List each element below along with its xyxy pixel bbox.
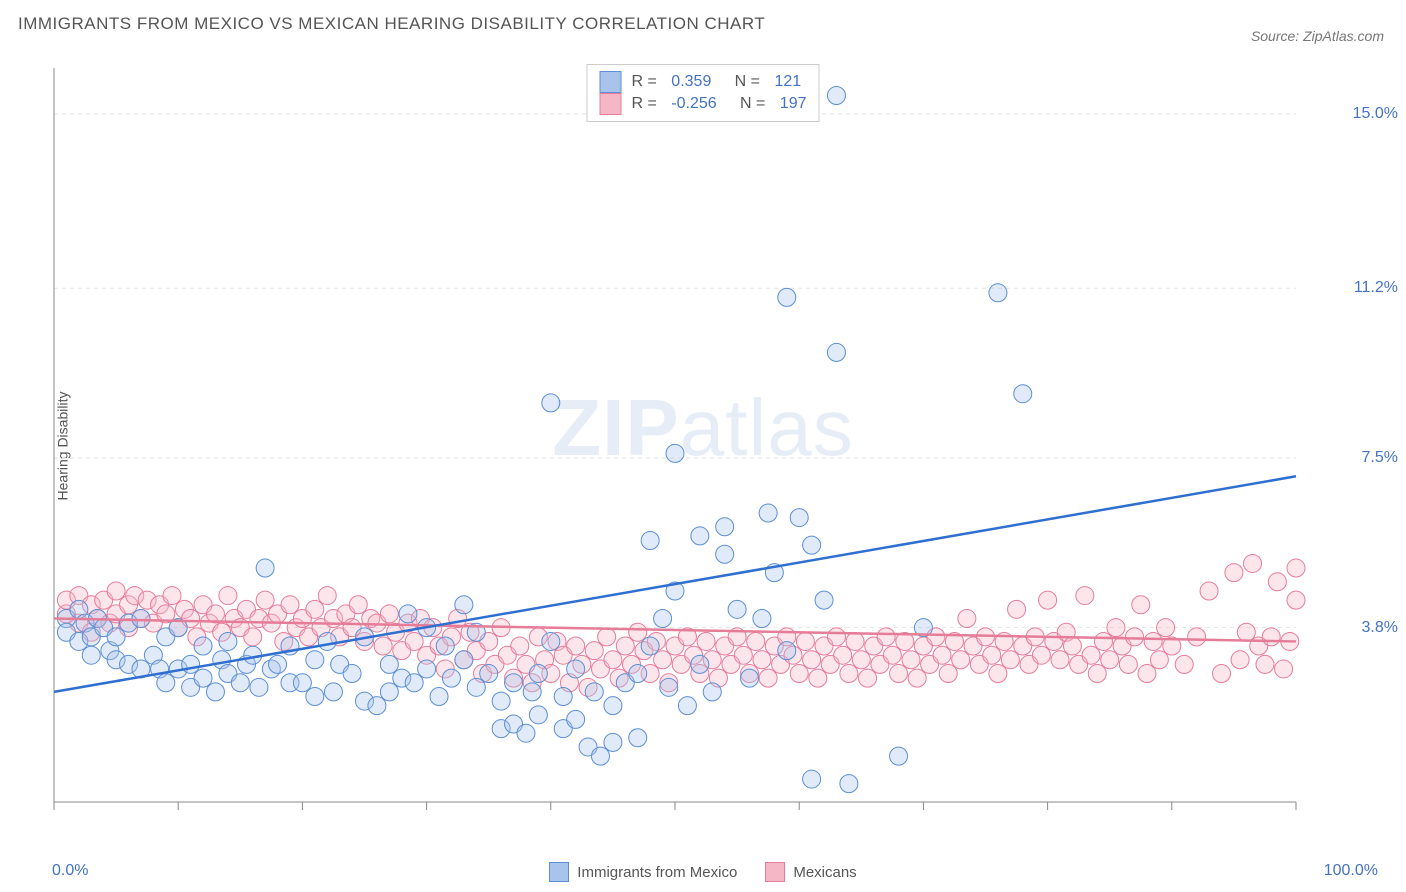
legend-r-value: 0.359 bbox=[671, 73, 711, 91]
scatter-chart-svg bbox=[48, 62, 1346, 830]
series-legend: Immigrants from Mexico Mexicans bbox=[0, 862, 1406, 882]
legend-item-label: Mexicans bbox=[793, 864, 856, 881]
correlation-legend: R = 0.359 N = 121 R = -0.256 N = 197 bbox=[587, 64, 820, 122]
legend-n-label: N = bbox=[721, 73, 764, 91]
legend-row-immigrants: R = 0.359 N = 121 bbox=[600, 71, 807, 93]
legend-row-mexicans: R = -0.256 N = 197 bbox=[600, 93, 807, 115]
legend-item-mexicans: Mexicans bbox=[765, 862, 856, 882]
legend-r-label: R = bbox=[632, 95, 662, 113]
swatch-icon bbox=[765, 862, 785, 882]
y-grid-label: 7.5% bbox=[1362, 449, 1398, 467]
y-grid-label: 11.2% bbox=[1354, 279, 1398, 297]
legend-n-value: 121 bbox=[774, 73, 801, 91]
plot-area bbox=[48, 62, 1346, 830]
swatch-icon bbox=[600, 71, 622, 93]
legend-n-label: N = bbox=[727, 95, 770, 113]
swatch-icon bbox=[549, 862, 569, 882]
swatch-icon bbox=[600, 93, 622, 115]
chart-title: IMMIGRANTS FROM MEXICO VS MEXICAN HEARIN… bbox=[18, 14, 765, 34]
source-attribution: Source: ZipAtlas.com bbox=[1251, 28, 1384, 44]
legend-item-immigrants: Immigrants from Mexico bbox=[549, 862, 737, 882]
legend-n-value: 197 bbox=[780, 95, 807, 113]
legend-r-value: -0.256 bbox=[671, 95, 716, 113]
legend-r-label: R = bbox=[632, 73, 662, 91]
y-grid-label: 3.8% bbox=[1362, 619, 1398, 637]
y-grid-label: 15.0% bbox=[1353, 105, 1398, 123]
legend-item-label: Immigrants from Mexico bbox=[577, 864, 737, 881]
